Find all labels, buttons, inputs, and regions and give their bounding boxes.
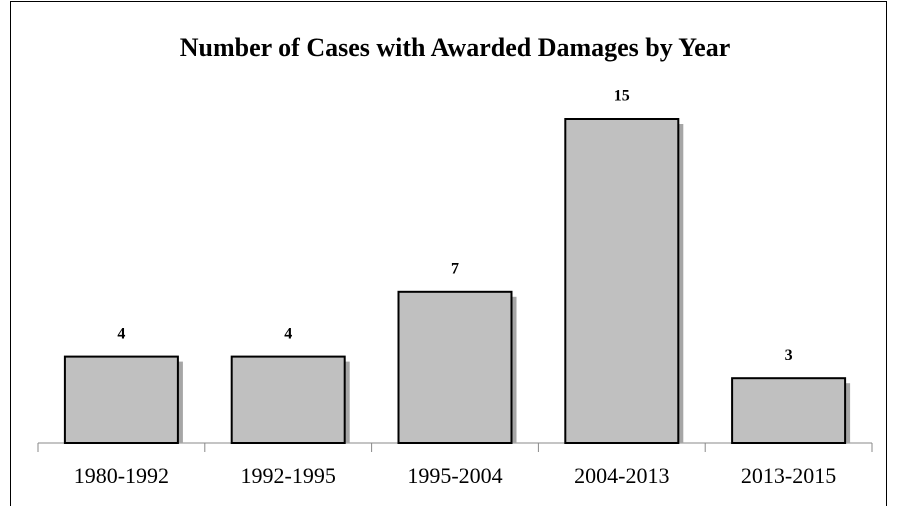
x-tick-label: 2004-2013 [574, 463, 669, 488]
bar [230, 355, 346, 445]
data-label: 7 [451, 260, 459, 277]
x-tick-label: 1992-1995 [241, 463, 336, 488]
data-label: 4 [284, 325, 292, 342]
bar [397, 290, 513, 444]
data-label: 4 [117, 325, 125, 342]
x-tick-label: 1995-2004 [407, 463, 502, 488]
chart-title: Number of Cases with Awarded Damages by … [180, 33, 731, 62]
bar [63, 355, 179, 445]
bar [731, 377, 847, 445]
x-tick-label: 2013-2015 [741, 463, 836, 488]
data-label: 3 [785, 347, 793, 364]
data-label: 15 [614, 88, 630, 105]
bar [564, 118, 680, 444]
x-tick-label: 1980-1992 [74, 463, 169, 488]
